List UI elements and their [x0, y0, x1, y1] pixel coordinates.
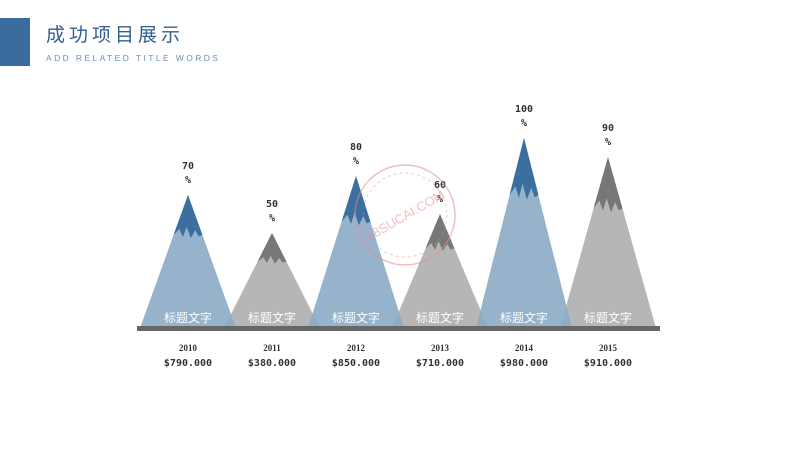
year-label: 2014	[515, 343, 534, 353]
year-label: 2012	[347, 343, 366, 353]
year-label: 2015	[599, 343, 618, 353]
item-label: 标题文字	[584, 310, 632, 325]
mountain-body	[476, 138, 572, 328]
baseline-bar	[137, 326, 660, 331]
mountain-body	[560, 157, 656, 328]
value-label-percent: %	[353, 156, 359, 167]
value-label-percent: %	[437, 194, 443, 205]
mountain-2015	[560, 157, 656, 328]
mountain-peak	[509, 138, 539, 200]
value-label-number: 70	[182, 161, 194, 172]
mountain-peak	[593, 157, 623, 213]
page-subtitle: ADD RELATED TITLE WORDS	[46, 53, 221, 63]
mountain-2011	[224, 233, 320, 328]
year-label: 2011	[263, 343, 281, 353]
amount-label: $710.000	[416, 358, 464, 369]
value-label-percent: %	[605, 137, 611, 148]
item-label: 标题文字	[416, 310, 464, 325]
amount-label: $910.000	[584, 358, 632, 369]
header-accent-block	[0, 18, 30, 66]
year-label: 2013	[431, 343, 450, 353]
mountain-peak	[173, 195, 203, 239]
value-label-number: 90	[602, 123, 614, 134]
mountain-2010	[140, 195, 236, 328]
year-label: 2010	[179, 343, 198, 353]
value-label-number: 60	[434, 180, 446, 191]
item-label: 标题文字	[500, 310, 548, 325]
mountain-2012	[308, 176, 404, 328]
mountain-2014	[476, 138, 572, 328]
amount-label: $380.000	[248, 358, 296, 369]
mountain-body	[224, 233, 320, 328]
amount-label: $790.000	[164, 358, 212, 369]
mountain-body	[140, 195, 236, 328]
value-label-number: 100	[515, 104, 533, 115]
mountain-peak	[257, 233, 287, 264]
value-label-percent: %	[521, 118, 527, 129]
amount-label: $850.000	[332, 358, 380, 369]
value-label-percent: %	[185, 175, 191, 186]
item-label: 标题文字	[248, 310, 296, 325]
item-label: 标题文字	[332, 310, 380, 325]
amount-label: $980.000	[500, 358, 548, 369]
page-title: 成功项目展示	[46, 24, 185, 46]
value-label-number: 50	[266, 199, 278, 210]
mountain-body	[392, 214, 488, 328]
item-label: 标题文字	[164, 310, 212, 325]
value-label-number: 80	[350, 142, 362, 153]
value-label-percent: %	[269, 213, 275, 224]
